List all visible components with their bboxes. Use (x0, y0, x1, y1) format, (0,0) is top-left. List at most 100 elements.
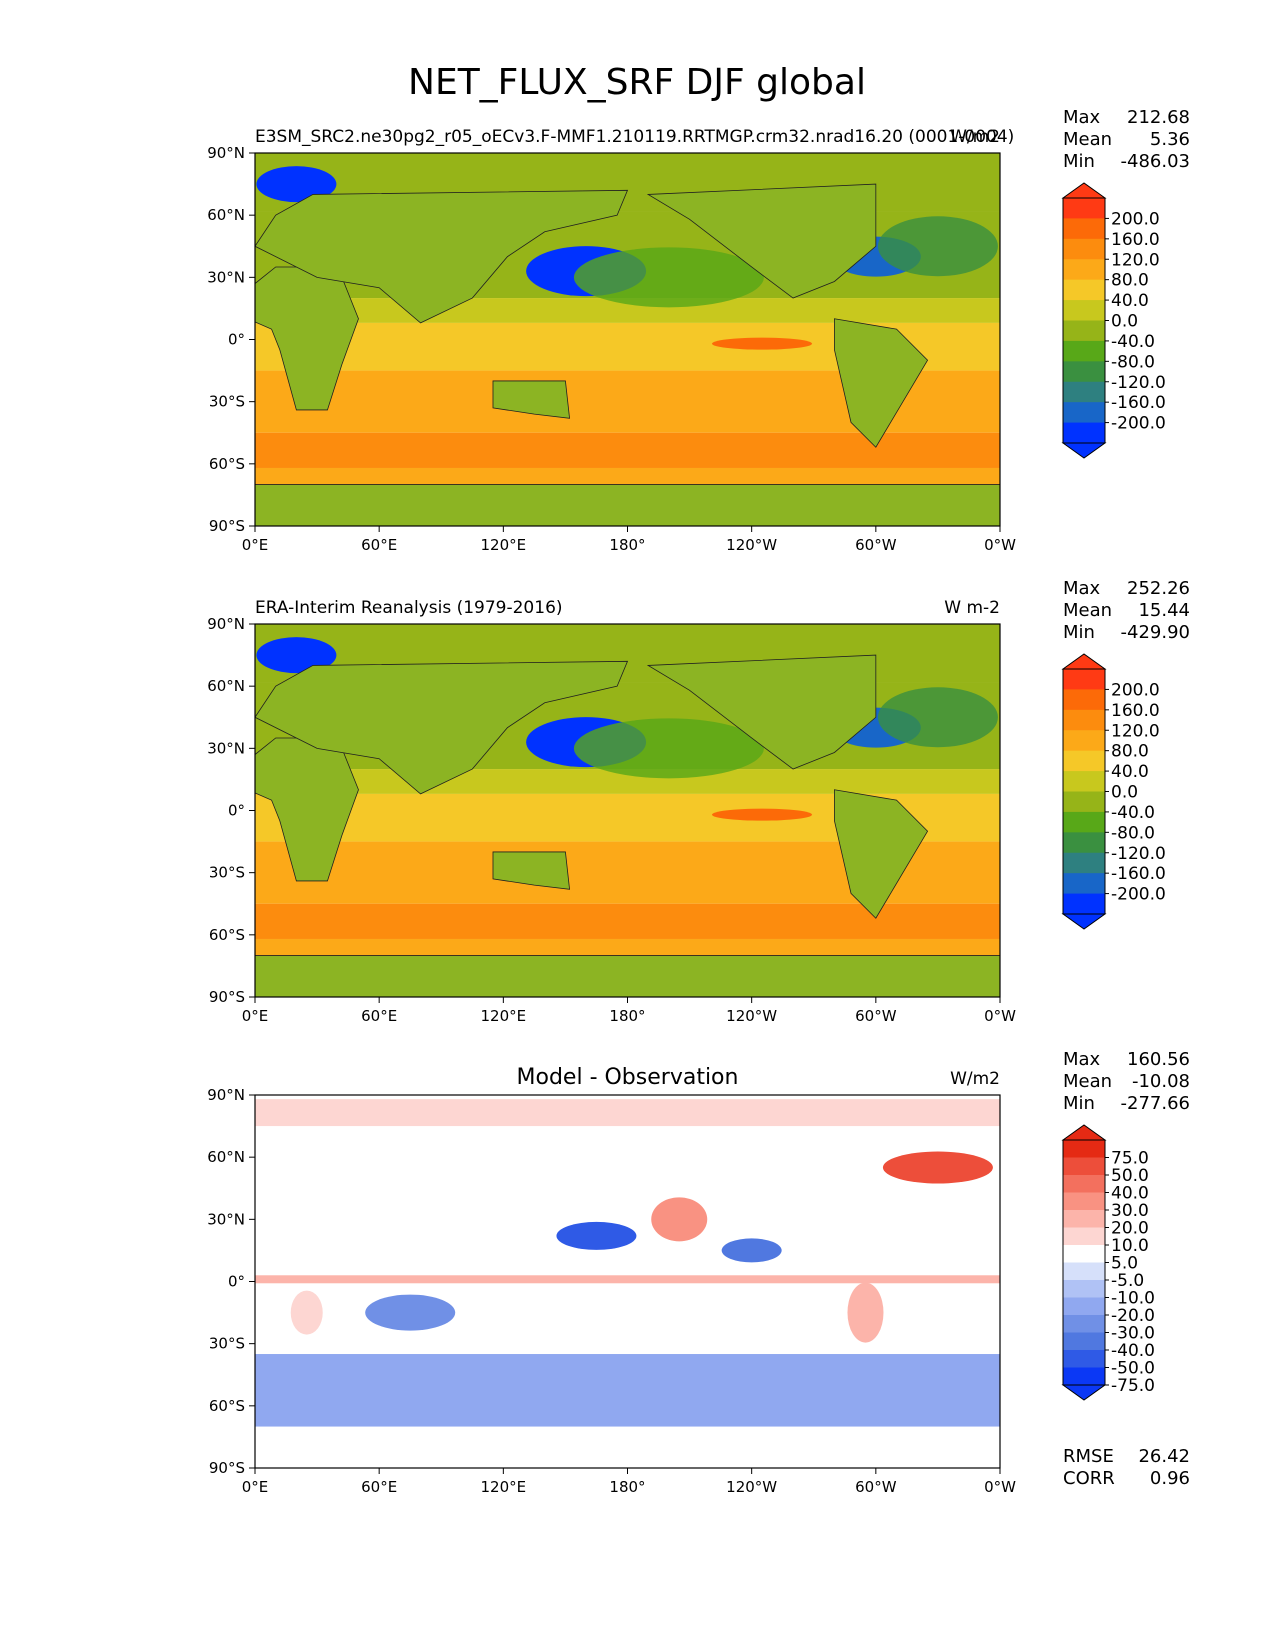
y-tick-label: 90°S (209, 988, 245, 1006)
x-tick-label: 180° (609, 536, 645, 554)
map-panel-2: ERA-Interim Reanalysis (1979-2016) W m-2 0… (207, 578, 1190, 1025)
panel-units: W/m2 (950, 1069, 1000, 1089)
colorbar-label: 160.0 (1111, 701, 1160, 721)
stat-max-value: 252.26 (1127, 578, 1190, 599)
field-barents (256, 637, 337, 674)
field-itcz (255, 1275, 1000, 1284)
y-tick-label: 90°S (209, 517, 245, 535)
colorbar-segment (1063, 218, 1105, 240)
field-arctic (255, 1099, 1000, 1127)
colorbar-label: 120.0 (1111, 250, 1160, 270)
continent (492, 851, 571, 890)
colorbar-label: -160.0 (1111, 864, 1166, 884)
field-eqpac (712, 808, 813, 821)
continent (255, 484, 1000, 526)
continent (255, 737, 359, 882)
colorbar-segment (1063, 422, 1105, 444)
corr-value: 0.96 (1150, 1468, 1190, 1489)
colorbar-segment (1063, 340, 1105, 362)
x-tick-label: 120°E (481, 1478, 527, 1496)
colorbar-segment (1063, 361, 1105, 383)
panel-units: W m-2 (944, 598, 1000, 618)
continent (646, 183, 877, 299)
stat-mean-value: 5.36 (1150, 129, 1190, 150)
colorbar-segment (1063, 771, 1105, 792)
colorbar-segment (1063, 198, 1105, 219)
field-barents (256, 166, 337, 203)
colorbar-label: -40.0 (1111, 1341, 1155, 1361)
colorbar-label: -40.0 (1111, 803, 1155, 823)
y-tick-label: 60°N (207, 206, 245, 224)
colorbar-segment (1063, 1262, 1105, 1281)
colorbar-segment (1063, 381, 1105, 403)
colorbar-label: 40.0 (1111, 762, 1149, 782)
y-tick-label: 90°S (209, 1459, 245, 1477)
stat-max-label: Max (1063, 1049, 1101, 1070)
colorbar-segment (1063, 1332, 1105, 1351)
field-natl-pos (882, 1151, 993, 1184)
stat-min-value: -429.90 (1121, 622, 1190, 643)
x-tick-label: 120°W (726, 1007, 777, 1025)
colorbar-label: 80.0 (1111, 742, 1149, 762)
colorbar-label: 30.0 (1111, 1201, 1149, 1221)
stat-min-label: Min (1063, 151, 1095, 172)
x-tick-label: 60°W (855, 536, 897, 554)
map-field (255, 624, 1000, 997)
colorbar-segment (1063, 279, 1105, 301)
colorbar-segment (1063, 750, 1105, 772)
colorbar-label: -200.0 (1111, 414, 1166, 434)
field-natl (877, 687, 998, 748)
stat-mean-label: Mean (1063, 600, 1112, 621)
field-npac-neg (556, 1221, 637, 1250)
colorbar-label: -120.0 (1111, 373, 1166, 393)
stat-mean-label: Mean (1063, 1071, 1112, 1092)
continent (255, 660, 629, 795)
colorbar-segment (1063, 1140, 1105, 1158)
colorbar-segment (1063, 259, 1105, 281)
x-tick-label: 60°W (855, 1478, 897, 1496)
field-samerica (847, 1282, 884, 1343)
colorbar-segment (1063, 238, 1105, 260)
y-tick-label: 30°S (209, 393, 245, 411)
field-so (255, 1354, 1000, 1427)
field-cpac-neg (721, 1238, 782, 1263)
colorbar-label: 120.0 (1111, 721, 1160, 741)
colorbar-label: -80.0 (1111, 823, 1155, 843)
continent (255, 266, 359, 411)
stat-mean-value: 15.44 (1138, 600, 1190, 621)
y-tick-label: 30°N (207, 268, 245, 286)
y-tick-label: 30°N (207, 739, 245, 757)
field-eqpac (712, 337, 813, 350)
field-band (255, 467, 1000, 485)
stat-min-label: Min (1063, 622, 1095, 643)
field-natl (877, 216, 998, 277)
colorbar-segment (1063, 1192, 1105, 1211)
colorbar-segment (1063, 1315, 1105, 1333)
stat-max-label: Max (1063, 107, 1101, 128)
continent (834, 318, 929, 448)
y-tick-label: 90°N (207, 1086, 245, 1104)
colorbar-segment (1063, 1245, 1105, 1263)
y-tick-label: 30°N (207, 1210, 245, 1228)
continent (255, 189, 629, 324)
colorbar-label: -50.0 (1111, 1359, 1155, 1379)
colorbar-segment (1063, 1227, 1105, 1246)
panel-subtitle-left: E3SM_SRC2.ne30pg2_r05_oECv3.F-MMF1.21011… (255, 127, 1014, 147)
x-tick-label: 120°W (726, 1478, 777, 1496)
x-tick-label: 0°E (242, 1007, 269, 1025)
field-npac-pos (651, 1197, 708, 1242)
y-tick-label: 60°N (207, 1148, 245, 1166)
colorbar-label: 40.0 (1111, 1184, 1149, 1204)
x-tick-label: 120°E (481, 536, 527, 554)
colorbar-segment (1063, 1350, 1105, 1368)
stat-mean-label: Mean (1063, 129, 1112, 150)
x-tick-label: 60°E (361, 1478, 397, 1496)
y-tick-label: 90°N (207, 144, 245, 162)
colorbar-label: 200.0 (1111, 680, 1160, 700)
field-io-neg (365, 1294, 456, 1331)
colorbar-segment (1063, 1210, 1105, 1228)
colorbar-extend-max (1061, 653, 1107, 670)
colorbar-label: 20.0 (1111, 1219, 1149, 1239)
continent (492, 380, 571, 419)
colorbar-extend-min (1061, 1384, 1107, 1401)
